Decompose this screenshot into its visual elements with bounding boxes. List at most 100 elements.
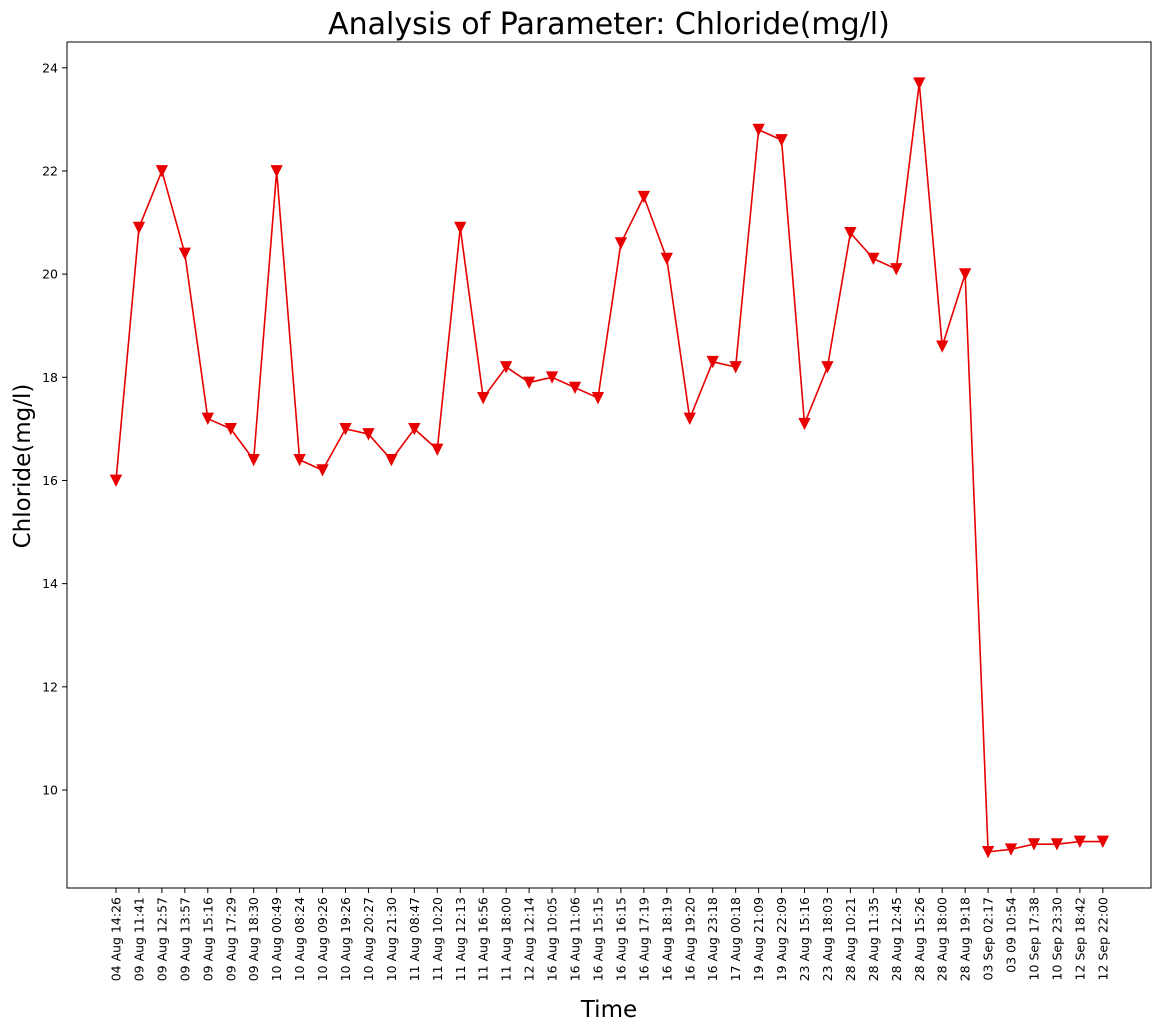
axes: 10 12 14 16 18 20 22 24 04 Aug 14:26 09 Aug 11:41… xyxy=(42,41,1152,981)
data-point-marker xyxy=(293,453,306,467)
x-tick-label: 10 Aug 20:27 xyxy=(361,897,376,981)
x-tick-label: 09 Aug 11:41 xyxy=(131,897,146,981)
data-point-marker xyxy=(270,165,283,178)
data-point-marker xyxy=(821,361,834,374)
x-tick-label: 09 Aug 15:16 xyxy=(200,897,215,981)
data-point-marker xyxy=(729,361,742,374)
x-tick-label: 10 Sep 23:30 xyxy=(1049,897,1064,980)
y-tick-label: 22 xyxy=(42,163,58,178)
y-tick-label: 24 xyxy=(42,60,58,75)
data-point-marker xyxy=(178,247,191,260)
x-tick-label: 19 Aug 22:09 xyxy=(774,897,789,981)
data-point-marker xyxy=(981,845,995,859)
x-tick-label: 10 Aug 09:26 xyxy=(315,897,330,981)
data-point-marker xyxy=(890,263,903,276)
data-point-marker xyxy=(247,453,260,467)
data-point-marker xyxy=(155,165,169,178)
chart-title: Analysis of Parameter: Chloride(mg/l) xyxy=(328,7,890,42)
data-point-marker xyxy=(913,77,926,90)
x-tick-label: 12 Sep 22:00 xyxy=(1095,897,1110,980)
y-tick-label: 12 xyxy=(42,679,58,694)
plot-area xyxy=(109,77,1109,859)
data-point-marker xyxy=(201,412,214,425)
x-tick-label: 09 Aug 17:29 xyxy=(223,897,238,981)
x-tick-label: 28 Aug 18:00 xyxy=(935,897,950,981)
y-tick-label: 16 xyxy=(42,473,58,488)
x-tick-label: 28 Aug 19:18 xyxy=(958,897,973,981)
data-point-marker xyxy=(109,474,123,487)
data-point-marker xyxy=(316,464,329,477)
data-point-marker xyxy=(637,190,650,204)
x-tick-label: 10 Aug 08:24 xyxy=(292,897,307,981)
x-tick-label: 10 Aug 19:26 xyxy=(338,897,353,981)
data-point-marker xyxy=(683,412,696,425)
x-tick-label: 28 Aug 12:45 xyxy=(889,897,904,981)
x-tick-label: 03 09 10:54 xyxy=(1004,897,1019,973)
data-point-marker xyxy=(522,376,536,389)
y-tick-label: 10 xyxy=(42,782,58,797)
data-point-marker xyxy=(477,392,490,405)
x-tick-label: 16 Aug 18:19 xyxy=(659,897,674,981)
y-tick-label: 20 xyxy=(42,267,58,282)
x-tick-label: 03 Sep 02:17 xyxy=(981,897,996,980)
y-tick-label: 14 xyxy=(42,576,58,591)
x-tick-label: 10 Aug 00:49 xyxy=(269,897,284,981)
x-tick-label: 09 Aug 12:57 xyxy=(154,897,169,981)
x-tick-label: 16 Aug 15:15 xyxy=(590,897,605,981)
x-tick-label: 28 Aug 10:21 xyxy=(843,897,858,981)
x-tick-label: 11 Aug 08:47 xyxy=(407,897,422,981)
data-point-marker xyxy=(385,453,398,467)
axes-frame xyxy=(66,41,1152,889)
data-point-marker xyxy=(454,221,467,235)
x-axis-title: Time xyxy=(580,997,637,1023)
x-tick-label: 19 Aug 21:09 xyxy=(751,897,766,981)
x-tick-label: 16 Aug 23:18 xyxy=(705,897,720,981)
data-point-marker xyxy=(775,134,788,147)
x-tick-label: 16 Aug 11:06 xyxy=(568,897,583,981)
data-point-marker xyxy=(224,422,237,436)
data-point-marker xyxy=(867,252,880,266)
x-tick-label: 23 Aug 15:16 xyxy=(797,897,812,981)
data-point-marker xyxy=(1073,835,1087,848)
data-point-marker xyxy=(431,443,444,456)
x-tick-label: 10 Sep 17:38 xyxy=(1027,897,1042,980)
x-tick-label: 17 Aug 00:18 xyxy=(728,897,743,981)
data-point-marker xyxy=(1027,838,1041,851)
x-tick-label: 11 Aug 16:56 xyxy=(476,897,491,981)
x-tick-label: 12 Aug 12:14 xyxy=(522,897,537,981)
x-tick-label: 23 Aug 18:03 xyxy=(820,897,835,981)
series-line xyxy=(115,82,1103,853)
data-point-marker xyxy=(568,381,582,395)
x-tick-label: 16 Aug 19:20 xyxy=(682,897,697,981)
data-point-marker xyxy=(1096,835,1109,848)
x-tick-label: 09 Aug 18:30 xyxy=(246,897,261,981)
y-axis-title: Chloride(mg/l) xyxy=(10,384,36,549)
data-point-marker xyxy=(959,268,972,281)
x-tick-label: 10 Aug 21:30 xyxy=(384,897,399,981)
data-point-marker xyxy=(339,422,352,436)
data-point-marker xyxy=(545,371,559,384)
data-point-marker xyxy=(362,428,375,441)
data-point-marker xyxy=(798,417,811,431)
data-point-marker xyxy=(660,252,673,266)
x-tick-label: 28 Aug 15:26 xyxy=(912,897,927,981)
data-point-marker xyxy=(844,226,857,240)
data-point-marker xyxy=(408,422,421,436)
x-tick-label: 09 Aug 13:57 xyxy=(177,897,192,981)
data-point-marker xyxy=(752,123,765,137)
y-tick-label: 18 xyxy=(42,370,58,385)
data-point-marker xyxy=(614,237,628,250)
data-point-marker xyxy=(1050,838,1064,851)
x-tick-label: 11 Aug 18:00 xyxy=(499,897,514,981)
x-tick-label: 11 Aug 12:13 xyxy=(453,897,468,981)
x-tick-label: 16 Aug 17:19 xyxy=(636,897,651,981)
x-tick-label: 16 Aug 16:15 xyxy=(613,897,628,981)
x-tick-label: 12 Sep 18:42 xyxy=(1072,897,1087,980)
x-tick-label: 04 Aug 14:26 xyxy=(109,897,124,981)
data-point-marker xyxy=(1004,843,1018,856)
data-point-marker xyxy=(706,355,719,369)
data-point-marker xyxy=(500,361,513,374)
x-tick-label: 11 Aug 10:20 xyxy=(430,897,445,981)
